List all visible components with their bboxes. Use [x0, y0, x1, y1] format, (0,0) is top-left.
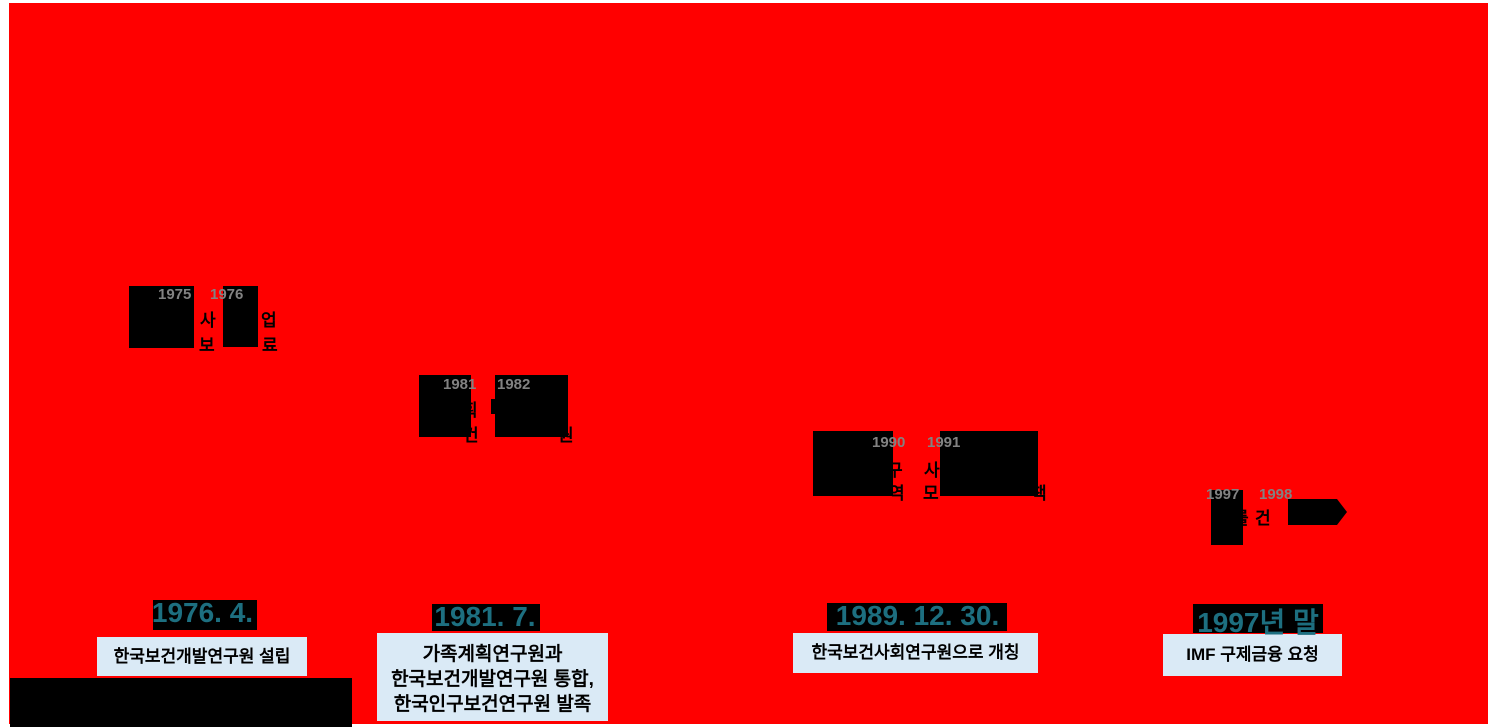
- event-text-fragment: 건: [1255, 509, 1271, 528]
- milestone-date: 1989. 12. 30.: [835, 600, 1000, 631]
- black-overlay-box-bottom: [10, 678, 352, 727]
- milestone-date-highlight: [153, 600, 257, 630]
- black-overlay-box: [419, 375, 471, 437]
- milestone-description: IMF 구제금융 요청: [1186, 645, 1319, 664]
- black-overlay-box: [1211, 490, 1243, 545]
- year-label-1981: 1981: [443, 376, 477, 393]
- right-arrow-icon: [1337, 499, 1347, 525]
- milestone-date: 1997년 말: [1197, 607, 1319, 638]
- black-overlay-box: [223, 286, 258, 347]
- black-overlay-box: [813, 431, 893, 496]
- event-text-fragment: 모: [923, 484, 939, 503]
- milestone-description-box: 가족계획연구원과 한국보건개발연구원 통합, 한국인구보건연구원 발족: [377, 633, 608, 721]
- milestone-description-box: 한국보건개발연구원 설립: [97, 637, 307, 676]
- black-overlay-box: [495, 375, 568, 437]
- event-text-fragment-sliver: [491, 399, 496, 414]
- year-label-1991: 1991: [927, 434, 961, 451]
- milestone-date: 1976. 4.: [151, 597, 254, 628]
- black-overlay-box: [129, 286, 194, 348]
- right-arrow-shape: [1288, 499, 1337, 525]
- milestone-description: 한국보건사회연구원으로 개칭: [811, 643, 1020, 662]
- milestone-description: 한국보건개발연구원 설립: [113, 647, 291, 666]
- event-text-fragment: 료: [262, 336, 278, 355]
- milestone-date: 1981. 7.: [434, 601, 536, 632]
- milestone-description-box: 한국보건사회연구원으로 개칭: [793, 633, 1038, 673]
- milestone-date-highlight: [432, 604, 540, 631]
- year-label-1975: 1975: [158, 286, 192, 303]
- event-text-fragment: 업: [261, 311, 277, 330]
- year-label-1976: 1976: [210, 286, 244, 303]
- milestone-description-box: IMF 구제금융 요청: [1163, 634, 1342, 676]
- milestone-description: 한국인구보건연구원 발족: [393, 694, 592, 715]
- year-label-1998: 1998: [1259, 486, 1293, 503]
- event-text-fragment: 사: [200, 311, 216, 330]
- event-text-fragment: 사: [924, 461, 940, 480]
- milestone-date-highlight: [827, 603, 1007, 631]
- black-overlay-box: [940, 431, 1038, 496]
- event-text-fragment: 보: [199, 336, 215, 355]
- milestone-description: 가족계획연구원과: [422, 644, 563, 665]
- year-label-1997: 1997: [1206, 486, 1240, 503]
- milestone-description: 한국보건개발연구원 통합,: [391, 669, 594, 690]
- milestone-date-highlight: [1193, 604, 1323, 633]
- year-label-1990: 1990: [872, 434, 906, 451]
- year-label-1982: 1982: [497, 376, 531, 393]
